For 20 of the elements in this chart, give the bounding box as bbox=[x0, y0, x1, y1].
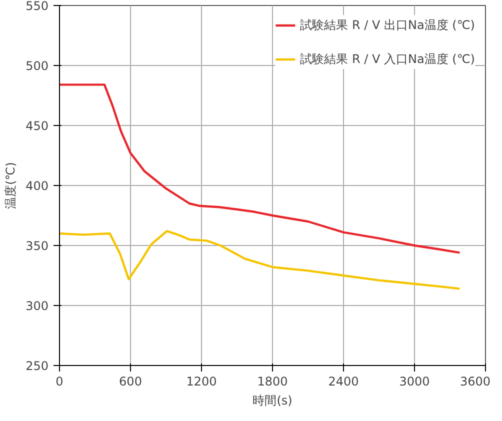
x-tick-label: 3600 bbox=[460, 374, 491, 388]
line-series bbox=[60, 230, 461, 290]
line-series bbox=[60, 84, 461, 254]
x-tick-label: 0 bbox=[56, 374, 64, 388]
y-tick-label: 350 bbox=[26, 239, 48, 253]
y-tick-label: 550 bbox=[26, 0, 48, 13]
y-tick-label: 400 bbox=[26, 179, 48, 193]
x-tick-label: 3000 bbox=[399, 374, 430, 388]
legend-label: 試験結果 R / V 出口Na温度 (℃) bbox=[300, 16, 475, 34]
y-tick-label: 300 bbox=[26, 299, 48, 313]
y-axis-title: 温度(℃) bbox=[4, 162, 18, 209]
y-tick-label: 250 bbox=[26, 359, 48, 373]
y-tick-label: 500 bbox=[26, 59, 48, 73]
y-tick-label: 450 bbox=[26, 119, 48, 133]
x-tick-label: 600 bbox=[119, 374, 142, 388]
legend-label: 試験結果 R / V 入口Na温度 (℃) bbox=[300, 50, 475, 68]
x-tick-label: 2400 bbox=[328, 374, 359, 388]
x-tick-label: 1800 bbox=[257, 374, 288, 388]
x-tick-label: 1200 bbox=[186, 374, 217, 388]
x-axis-title: 時間(s) bbox=[252, 394, 292, 408]
